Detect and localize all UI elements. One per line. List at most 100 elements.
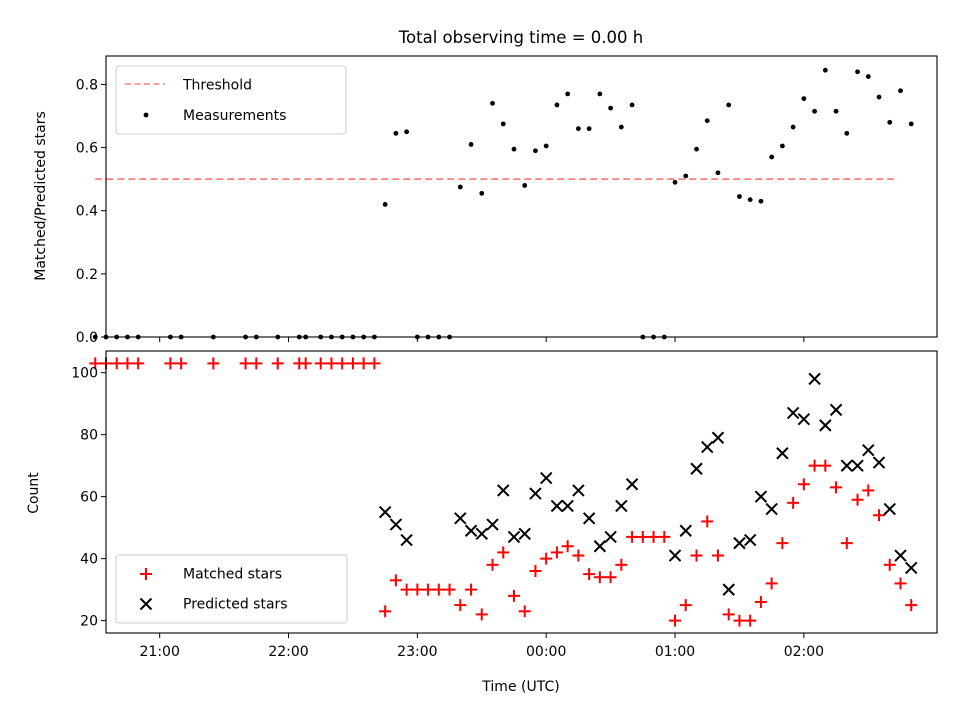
measurement-point	[876, 94, 882, 100]
measurement-point	[554, 102, 560, 108]
measurement-point	[898, 88, 903, 94]
measurement-point	[694, 146, 699, 152]
matched-star-point	[658, 530, 671, 543]
matched-star-point	[497, 546, 510, 559]
matched-star-point	[507, 589, 520, 602]
predicted-star-point	[625, 478, 639, 491]
matched-star-point	[299, 357, 312, 370]
predicted-star-point	[797, 412, 811, 426]
measurement-point	[726, 102, 732, 108]
predicted-star-point	[776, 447, 789, 460]
measurement-point	[758, 198, 764, 204]
measurement-point	[479, 190, 485, 196]
measurement-point	[855, 69, 860, 75]
predicted-star-point	[389, 518, 403, 531]
count-panel: Count Time (UTC) 20 40 60 80 100 21:00 22:00 2…	[26, 350, 938, 695]
predicted-star-point	[604, 530, 617, 544]
predicted-star-point	[733, 536, 746, 550]
matched-star-point	[346, 357, 359, 370]
top-y-axis-label: Matched/Predicted stars	[33, 111, 49, 281]
x-tick-label: 21:00	[140, 644, 180, 660]
matched-star-point	[271, 357, 284, 370]
measurement-point	[608, 105, 614, 111]
measurement-point	[393, 130, 399, 136]
matched-star-point	[744, 614, 757, 627]
measurement-point	[747, 197, 753, 203]
measurement-point	[715, 170, 721, 176]
matched-star-point	[486, 558, 499, 571]
predicted-star-point	[529, 487, 542, 500]
top-y-tick-label: 0.2	[76, 267, 98, 283]
matched-star-point	[175, 357, 188, 370]
ratio-panel: Total observing time = 0.00 h Matched/Pr…	[33, 28, 938, 346]
predicted-star-point	[808, 372, 821, 386]
predicted-star-point	[765, 502, 778, 516]
predicted-star-point	[507, 530, 521, 544]
measurement-point	[382, 201, 388, 207]
measurement-point	[565, 91, 571, 97]
matched-star-point	[733, 614, 746, 627]
matched-star-point	[422, 583, 435, 596]
predicted-star-point	[819, 419, 832, 432]
matched-star-point	[701, 515, 714, 528]
predicted-star-point	[743, 533, 757, 547]
measurement-point	[586, 126, 592, 132]
matched-star-point	[722, 608, 735, 621]
predicted-star-point	[905, 561, 918, 575]
predicted-star-point	[883, 502, 896, 516]
x-tick-label: 00:00	[526, 644, 566, 660]
measurement-point	[522, 183, 528, 188]
matched-star-point	[765, 577, 778, 590]
matched-star-point	[808, 459, 821, 472]
measurement-point	[490, 100, 495, 106]
predicted-star-point	[701, 440, 714, 454]
matched-star-point	[690, 549, 703, 562]
measurement-point	[790, 124, 796, 130]
matched-star-point	[615, 558, 628, 571]
predicted-star-point	[840, 459, 854, 472]
matched-star-point	[110, 357, 123, 370]
matched-star-point	[336, 357, 349, 370]
threshold-legend-label: Threshold	[182, 78, 252, 94]
matched-star-point	[679, 599, 692, 612]
bottom-y-axis-label: Count	[26, 472, 42, 514]
matched-stars-legend-label: Matched stars	[183, 567, 282, 583]
predicted-star-point	[593, 540, 607, 553]
predicted-star-point	[754, 490, 768, 503]
matched-star-point	[840, 537, 853, 550]
matched-star-point	[379, 605, 392, 618]
matched-star-point	[787, 496, 800, 509]
x-tick-label: 22:00	[268, 644, 308, 660]
predicted-star-point	[690, 462, 703, 475]
measurement-point	[672, 179, 678, 185]
x-tick-label: 01:00	[655, 644, 695, 660]
measurement-point	[543, 143, 549, 149]
measurement-point	[683, 173, 689, 179]
predicted-star-point	[786, 406, 800, 420]
matched-star-point	[475, 608, 488, 621]
measurement-point	[533, 148, 538, 154]
matched-star-point	[862, 484, 875, 497]
measurement-point	[576, 126, 581, 132]
matched-star-point	[89, 357, 102, 370]
matched-star-point	[905, 599, 918, 612]
measurement-point	[769, 154, 775, 160]
matched-star-point	[389, 574, 402, 587]
matched-star-point	[572, 549, 585, 562]
matched-star-point	[443, 583, 456, 596]
predicted-star-point	[572, 484, 585, 497]
measurement-point	[908, 121, 914, 127]
predicted-star-point	[615, 499, 628, 513]
predicted-star-point	[539, 471, 553, 485]
chart-title: Total observing time = 0.00 h	[398, 28, 643, 47]
predicted-star-point	[582, 512, 596, 525]
matched-star-point	[647, 530, 660, 543]
predicted-star-point	[454, 512, 467, 525]
predicted-star-point	[497, 484, 510, 497]
predicted-star-point	[722, 583, 735, 596]
matched-star-point	[132, 357, 145, 370]
matched-star-point	[529, 565, 542, 578]
top-y-tick-label: 0.4	[76, 204, 98, 220]
measurement-point	[618, 124, 624, 130]
predicted-star-point	[486, 518, 499, 531]
